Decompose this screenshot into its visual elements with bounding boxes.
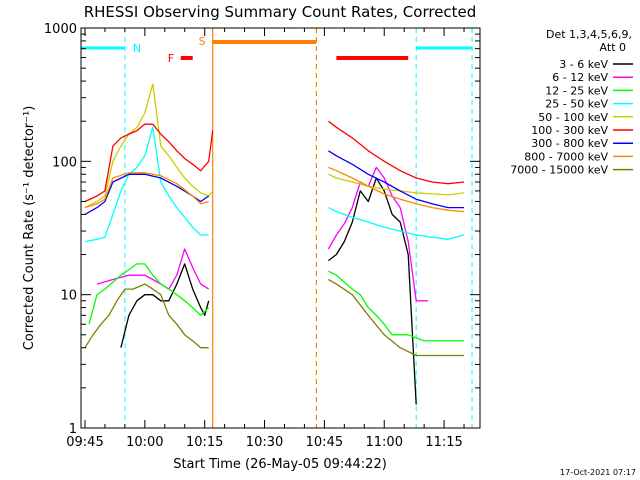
series-4 [84, 83, 465, 209]
legend-entry-label: 25 - 50 keV [545, 98, 608, 111]
legend-header-line-1: Det 1,3,4,5,6,9, [546, 28, 632, 41]
series-line [96, 248, 210, 290]
y-tick-label: 100 [52, 155, 77, 170]
series-line [120, 263, 210, 348]
x-tick-label: 09:45 [66, 435, 103, 450]
series-7 [84, 166, 465, 213]
x-tick-label: 10:00 [126, 435, 163, 450]
series-line [328, 270, 464, 342]
annotations-layer: N S F [80, 28, 473, 428]
legend-entry-label: 6 - 12 keV [552, 71, 608, 84]
legend-entry-label: 7000 - 15000 keV [510, 164, 608, 177]
series-line [328, 207, 465, 240]
series-line [327, 166, 429, 302]
x-axis-label: Start Time (26-May-05 09:44:22) [173, 457, 387, 472]
legend-entry-label: 300 - 800 keV [531, 137, 608, 150]
series-2 [88, 263, 464, 342]
series-3 [84, 126, 465, 243]
series-line [328, 177, 417, 405]
saa-label: S [199, 35, 206, 48]
y-tick-label: 10 [60, 289, 77, 304]
flare-label: F [168, 52, 174, 65]
chart-title: RHESSI Observing Summary Count Rates, Co… [84, 3, 477, 21]
series-5 [84, 120, 465, 203]
series-8 [84, 278, 464, 357]
legend-entry-label: 3 - 6 keV [559, 58, 608, 71]
plot-frame [80, 27, 481, 429]
y-tick-label: 1000 [44, 22, 77, 37]
series-0 [120, 177, 417, 405]
legend-entry-label: 100 - 300 keV [531, 124, 608, 137]
y-axis-label: Corrected Count Rate (s⁻¹ detector⁻¹) [22, 106, 37, 351]
x-tick-label: 10:45 [306, 435, 343, 450]
series-line [328, 278, 464, 357]
series-line [84, 283, 209, 349]
x-tick-label: 10:15 [186, 435, 223, 450]
series-line [84, 83, 214, 209]
series-line [328, 120, 465, 185]
series-line [328, 173, 465, 196]
series-layer [84, 83, 465, 405]
legend-entry-label: 50 - 100 keV [538, 111, 608, 124]
series-line [88, 263, 210, 325]
legend-entry-label: 12 - 25 keV [545, 84, 608, 97]
x-tick-label: 11:00 [366, 435, 403, 450]
legend-entry-label: 800 - 7000 keV [524, 150, 608, 163]
x-tick-label: 10:30 [246, 435, 283, 450]
y-tick-label: 1 [69, 422, 77, 437]
series-line [84, 123, 214, 203]
series-line [84, 126, 209, 243]
series-line [84, 172, 209, 209]
legend-header-line-2: Att 0 [600, 41, 626, 54]
series-line [328, 150, 464, 209]
footer-timestamp: 17-Oct-2021 07:17 [560, 468, 636, 477]
x-tick-label: 11:15 [425, 435, 462, 450]
night-label: N [133, 42, 141, 55]
series-line [328, 166, 465, 213]
axis-ticks: 1 10 100 1000 09:45 10:00 10:15 10:30 10:45 11:00… [44, 22, 480, 450]
